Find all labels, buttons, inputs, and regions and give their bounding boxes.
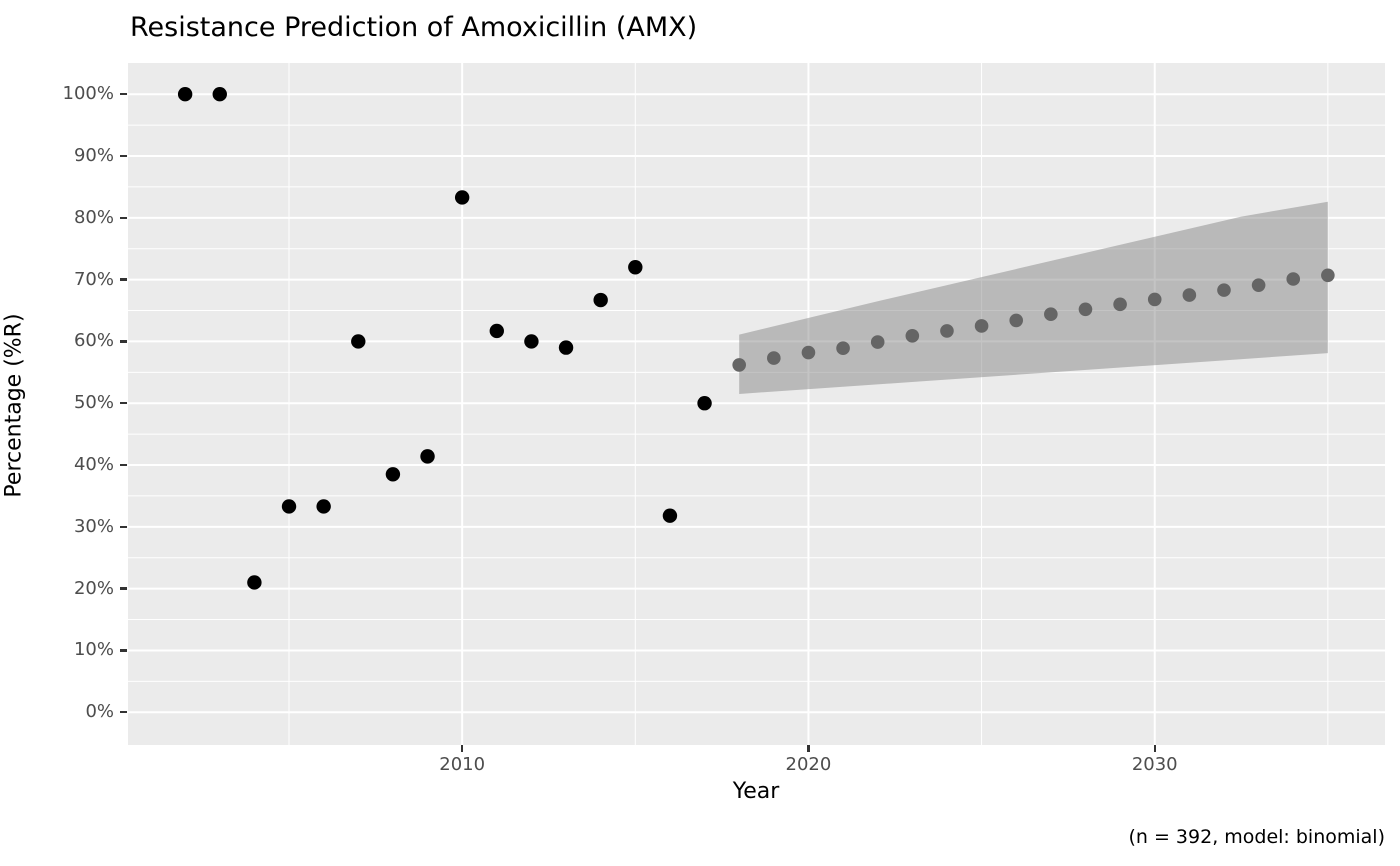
- x-tick-label: 2020: [785, 754, 832, 775]
- x-tick-mark: [807, 745, 810, 752]
- confidence-ribbon: [739, 201, 1328, 394]
- predicted-point: [974, 319, 989, 333]
- predicted-point: [1321, 268, 1335, 283]
- y-tick-label: 80%: [73, 206, 114, 228]
- predicted-point: [1078, 302, 1093, 317]
- y-tick-mark: [120, 216, 127, 219]
- predicted-point: [940, 324, 954, 338]
- predicted-point: [1113, 297, 1127, 312]
- predicted-point: [1286, 272, 1301, 286]
- y-tick-label: 0%: [85, 701, 114, 723]
- predicted-point: [870, 335, 885, 349]
- y-tick-label: 50%: [73, 392, 114, 414]
- predicted-point: [905, 329, 920, 343]
- y-tick-mark: [120, 711, 127, 714]
- x-tick-mark: [460, 745, 464, 752]
- observed-point: [489, 323, 504, 339]
- y-tick-mark: [120, 93, 127, 96]
- observed-point: [662, 508, 678, 523]
- y-tick-label: 20%: [73, 577, 114, 599]
- x-tick-mark: [1153, 745, 1156, 752]
- predicted-point: [801, 345, 816, 360]
- y-tick-mark: [120, 154, 127, 158]
- y-tick-mark: [120, 649, 127, 652]
- predicted-point: [836, 341, 850, 356]
- chart-canvas: [128, 63, 1385, 745]
- y-tick-mark: [120, 463, 127, 467]
- y-tick-mark: [120, 402, 127, 405]
- observed-point: [281, 499, 297, 514]
- predicted-point: [767, 351, 781, 365]
- x-tick-label: 2010: [439, 754, 486, 775]
- observed-point: [697, 396, 712, 411]
- observed-point: [524, 334, 539, 349]
- predicted-point: [1009, 313, 1024, 328]
- observed-point: [177, 87, 193, 102]
- y-tick-label: 70%: [73, 268, 114, 290]
- observed-point: [316, 499, 331, 514]
- observed-point: [351, 334, 366, 349]
- observed-point: [247, 575, 262, 590]
- observed-point: [593, 292, 608, 308]
- predicted-point: [1251, 278, 1266, 292]
- predicted-point: [1182, 288, 1197, 302]
- predicted-point: [1044, 307, 1058, 322]
- plot-title: Resistance Prediction of Amoxicillin (AM…: [130, 12, 698, 43]
- observed-point: [420, 449, 435, 464]
- y-tick-label: 30%: [73, 515, 114, 537]
- y-tick-label: 10%: [73, 639, 114, 661]
- plot-caption: (n = 392, model: binomial): [1128, 826, 1385, 848]
- predicted-point: [1147, 292, 1162, 307]
- x-tick-label: 2030: [1131, 754, 1178, 775]
- y-tick-label: 60%: [73, 330, 114, 352]
- y-tick-mark: [120, 340, 127, 343]
- plot-panel: [128, 63, 1385, 745]
- predicted-point: [1217, 283, 1231, 297]
- y-tick-mark: [120, 278, 127, 281]
- y-tick-mark: [120, 525, 127, 529]
- x-axis-title: Year: [732, 779, 780, 804]
- y-tick-label: 90%: [73, 145, 114, 166]
- observed-point: [454, 190, 470, 205]
- y-tick-label: 100%: [62, 83, 114, 105]
- observed-point: [558, 340, 574, 355]
- y-tick-label: 40%: [73, 454, 114, 476]
- y-tick-mark: [120, 587, 127, 590]
- observed-point: [212, 87, 227, 102]
- observed-point: [385, 467, 401, 482]
- observed-point: [628, 260, 643, 275]
- predicted-point: [732, 358, 746, 372]
